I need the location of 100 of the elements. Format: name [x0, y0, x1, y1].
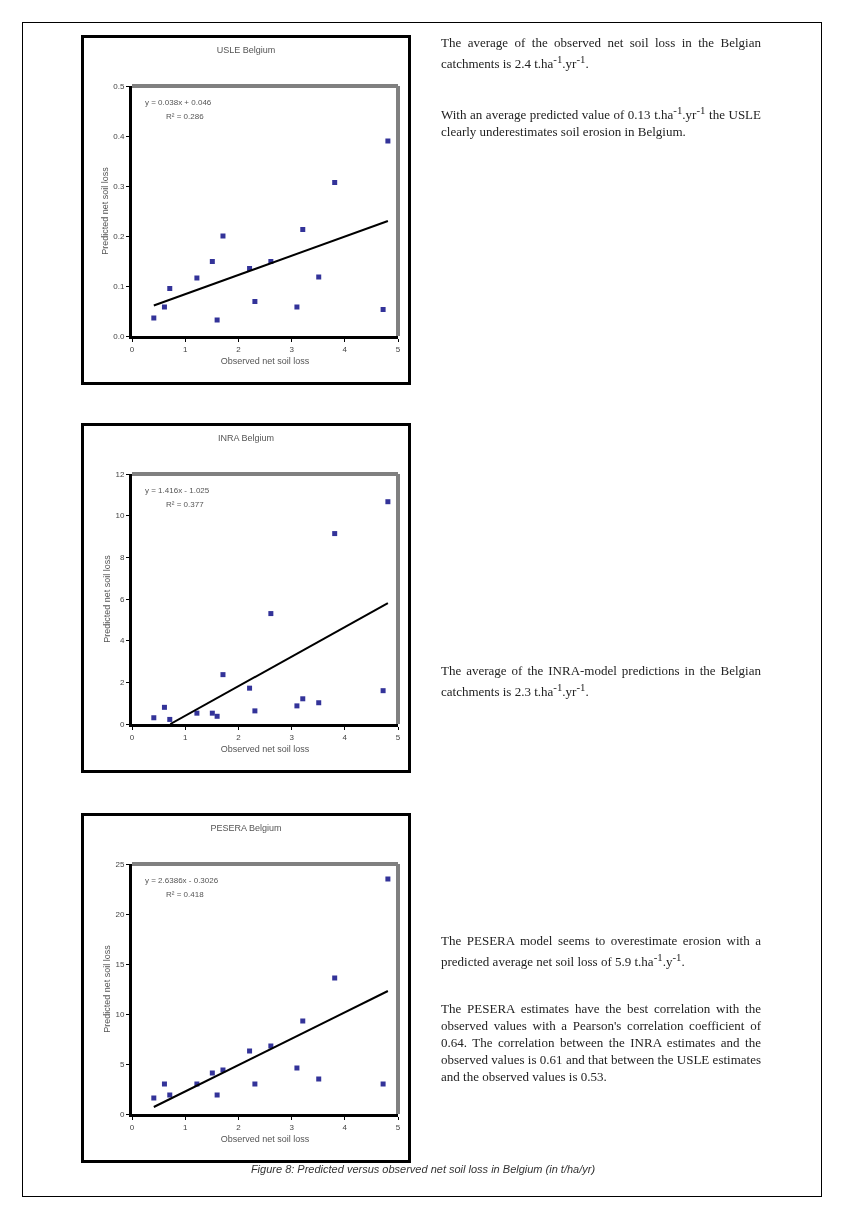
x-tick-label: 4 [342, 344, 348, 354]
y-tick-label: 10 [115, 511, 125, 521]
point [214, 713, 220, 719]
text: The average of the INRA-model predictions in the Belgian catchments is 2.3 t.ha$^{-1}$.yr$^{-1}$. [441, 663, 761, 702]
x-tick-label: 3 [289, 1122, 295, 1132]
chart-title: PESERA Belgium [210, 822, 282, 833]
point [300, 227, 306, 232]
y-tick-label: 0 [119, 719, 125, 729]
point [332, 531, 338, 537]
point [209, 259, 215, 264]
y-tick-label: 0.4 [113, 131, 125, 141]
point [151, 315, 157, 321]
y-tick-label: 0.2 [113, 231, 125, 241]
point [161, 304, 167, 310]
annotation: y = 0.038x + 0.046 [145, 98, 212, 107]
text: The PESERA model seems to overestimate erosion with a predicted average net soil loss of 5.9 t.ha$^{-1}$.y$^{-1}$. [441, 933, 761, 972]
x-tick-label: 2 [236, 732, 242, 742]
point [380, 1081, 386, 1087]
point [252, 299, 258, 304]
x-tick-label: 1 [182, 732, 188, 742]
y-tick-label: 5 [119, 1059, 125, 1069]
x-tick-label: 2 [236, 1122, 242, 1132]
point [161, 704, 167, 710]
x-tick-label: 1 [182, 344, 188, 354]
text: The PESERA estimates have the best correlation with the observed values with a Pearson's correlation coefficient of 0.64. The correlation between the INRA estimates and the observed values is 0.61 and that between the USLE estimates and the observed values is 0.53. [441, 1001, 761, 1086]
point [247, 1048, 253, 1054]
x-tick-label: 2 [236, 344, 242, 354]
y-tick-label: 0.3 [113, 181, 125, 191]
point [151, 715, 157, 721]
point [220, 233, 226, 239]
point [252, 708, 258, 714]
point [385, 876, 391, 882]
chart-title: USLE Belgium [216, 44, 276, 55]
point [194, 710, 200, 716]
point [247, 685, 253, 691]
x-axis-title: Observed net soil loss [220, 356, 310, 367]
y-tick-label: 0.5 [113, 81, 125, 91]
point [316, 700, 322, 706]
y-axis-title: Predicted net soil loss [101, 554, 112, 643]
x-tick-label: 5 [395, 1122, 401, 1132]
annotation: R² = 0.418 [166, 890, 205, 899]
point [316, 1076, 322, 1082]
x-tick-label: 4 [342, 732, 348, 742]
x-tick-label: 0 [129, 344, 135, 354]
y-tick-label: 6 [119, 594, 125, 604]
chart-title: INRA Belgium [217, 432, 275, 443]
x-tick-label: 1 [182, 1122, 188, 1132]
point [385, 499, 391, 505]
y-axis-title: Predicted net soil loss [101, 944, 112, 1033]
point [220, 672, 226, 678]
point [209, 1070, 215, 1076]
y-tick-label: 25 [115, 859, 125, 869]
x-tick-label: 0 [129, 1122, 135, 1132]
y-tick-label: 15 [115, 959, 125, 969]
y-tick-label: 4 [119, 636, 125, 646]
point [332, 975, 338, 981]
point [300, 1018, 306, 1024]
annotation: y = 1.416x - 1.025 [145, 486, 210, 495]
x-axis-title: Observed net soil loss [220, 744, 310, 755]
point [294, 304, 300, 310]
x-tick-label: 4 [342, 1122, 348, 1132]
point [294, 1065, 300, 1071]
point [151, 1095, 157, 1101]
point [380, 307, 386, 312]
point [385, 138, 391, 144]
y-tick-label: 0 [119, 1109, 125, 1119]
text: The average of the observed net soil loss in the Belgian catchments is 2.4 t.ha$^{-1}$.yr$^{-1}$. [441, 35, 761, 74]
point [268, 611, 274, 617]
point [194, 275, 200, 281]
x-tick-label: 5 [395, 344, 401, 354]
x-axis-title: Observed net soil loss [220, 1134, 310, 1145]
annotation: R² = 0.286 [166, 112, 205, 121]
point [300, 696, 306, 702]
point [167, 716, 173, 722]
point [167, 1092, 173, 1098]
y-tick-label: 10 [115, 1009, 125, 1019]
x-tick-label: 0 [129, 732, 135, 742]
point [316, 274, 322, 280]
point [252, 1081, 258, 1087]
y-tick-label: 0.1 [113, 281, 125, 291]
caption: Figure 8: Predicted versus observed net soil loss in Belgium (in t/ha/yr) [249, 1163, 597, 1175]
y-tick-label: 2 [119, 678, 125, 688]
x-tick-label: 3 [289, 344, 295, 354]
y-axis-title: Predicted net soil loss [99, 166, 110, 255]
annotation: y = 2.6386x - 0.3026 [145, 876, 219, 885]
point [332, 180, 338, 185]
y-tick-label: 0.0 [113, 331, 125, 341]
x-tick-label: 5 [395, 732, 401, 742]
text: With an average predicted value of 0.13 t.ha$^{-1}$.yr$^{-1}$ the USLE clearly underestimates soil erosion in Belgium. [441, 104, 761, 140]
point [167, 286, 173, 291]
point [214, 317, 220, 323]
annotation: R² = 0.377 [166, 500, 205, 509]
point [380, 688, 386, 694]
point [294, 703, 300, 709]
x-tick-label: 3 [289, 732, 295, 742]
point [214, 1092, 220, 1098]
point [209, 710, 215, 716]
y-tick-label: 20 [115, 909, 125, 919]
point [161, 1081, 167, 1087]
y-tick-label: 12 [115, 469, 125, 479]
